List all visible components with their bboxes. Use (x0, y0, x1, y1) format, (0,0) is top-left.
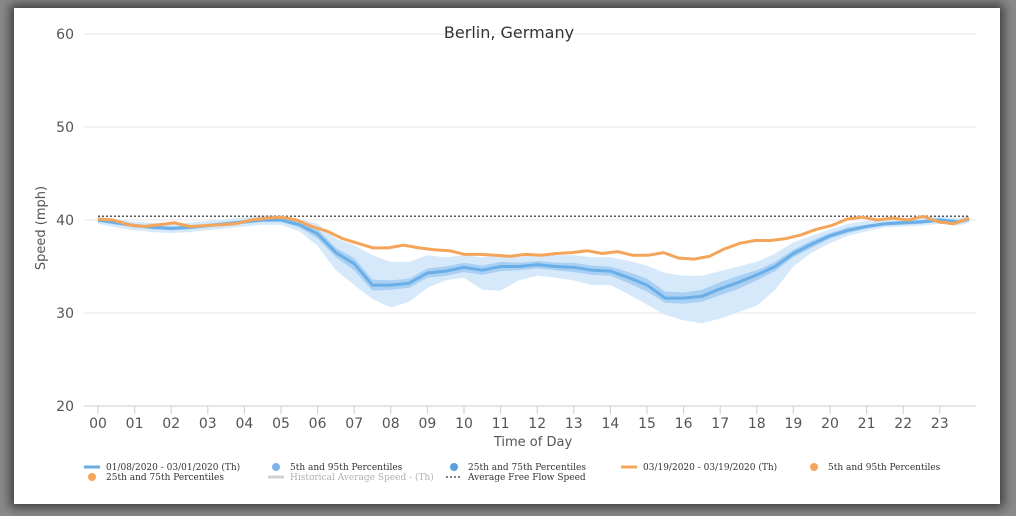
legend-item[interactable]: 01/08/2020 - 03/01/2020 (Th) (106, 462, 240, 473)
x-tick-label: 11 (492, 416, 510, 432)
legend-item[interactable]: 03/19/2020 - 03/19/2020 (Th) (643, 462, 777, 473)
x-tick-label: 10 (455, 416, 473, 432)
x-tick-label: 20 (821, 416, 839, 432)
legend: 01/08/2020 - 03/01/2020 (Th) 5th and 95th… (84, 462, 941, 483)
series-line-march19 (97, 214, 970, 261)
legend-item[interactable]: 25th and 75th Percentiles (106, 473, 224, 483)
y-axis: 20 30 40 50 60 (56, 27, 74, 415)
x-tick-label: 01 (126, 416, 144, 432)
y-axis-title: Speed (mph) (34, 186, 49, 270)
x-tick-label: 09 (418, 416, 436, 432)
x-tick-label: 21 (858, 416, 876, 432)
x-tick-label: 17 (711, 416, 729, 432)
chart-title: Berlin, Germany (444, 23, 574, 42)
x-tick-label: 03 (199, 416, 217, 432)
series-lines (97, 214, 970, 300)
legend-item[interactable]: 5th and 95th Percentiles (290, 463, 403, 473)
y-tick-label: 30 (56, 306, 74, 322)
legend-item[interactable]: Historical Average Speed - (Th) (290, 472, 434, 483)
x-tick-label: 02 (162, 416, 180, 432)
legend-dot-swatch (450, 463, 458, 471)
y-tick-label: 20 (56, 399, 74, 415)
x-tick-label: 16 (675, 416, 693, 432)
legend-item[interactable]: Average Free Flow Speed (467, 473, 586, 483)
speed-chart: 20 30 40 50 60 00 01 02 03 04 05 06 07 08 09 10 11 12 13 1… (34, 23, 976, 483)
x-tick-label: 18 (748, 416, 766, 432)
legend-dot-swatch (88, 473, 96, 481)
band-5-95 (98, 215, 970, 324)
x-tick-label: 08 (382, 416, 400, 432)
y-tick-label: 50 (56, 120, 74, 136)
x-tick-label: 05 (272, 416, 290, 432)
x-tick-label: 04 (235, 416, 253, 432)
band-25-75 (98, 217, 970, 304)
chart-panel: 20 30 40 50 60 00 01 02 03 04 05 06 07 08 09 10 11 12 13 1… (14, 8, 1000, 504)
x-tick-label: 06 (309, 416, 327, 432)
x-axis-title: Time of Day (493, 435, 573, 450)
x-tick-label: 22 (894, 416, 912, 432)
x-tick-label: 07 (345, 416, 363, 432)
legend-dot-swatch (810, 463, 818, 471)
legend-dot-swatch (272, 463, 280, 471)
x-tick-label: 12 (528, 416, 546, 432)
x-tick-label: 15 (638, 416, 656, 432)
x-tick-label: 13 (565, 416, 583, 432)
legend-item[interactable]: 5th and 95th Percentiles (828, 463, 941, 473)
x-tick-label: 00 (89, 416, 107, 432)
y-tick-label: 40 (56, 213, 74, 229)
x-tick-label: 23 (931, 416, 949, 432)
y-tick-label: 60 (56, 27, 74, 43)
x-tick-label: 19 (784, 416, 802, 432)
percentile-bands (98, 215, 970, 324)
legend-item[interactable]: 25th and 75th Percentiles (468, 463, 586, 473)
x-axis: 00 01 02 03 04 05 06 07 08 09 10 11 12 13 14 15 16 17 18 19… (84, 405, 976, 432)
x-tick-label: 14 (601, 416, 619, 432)
